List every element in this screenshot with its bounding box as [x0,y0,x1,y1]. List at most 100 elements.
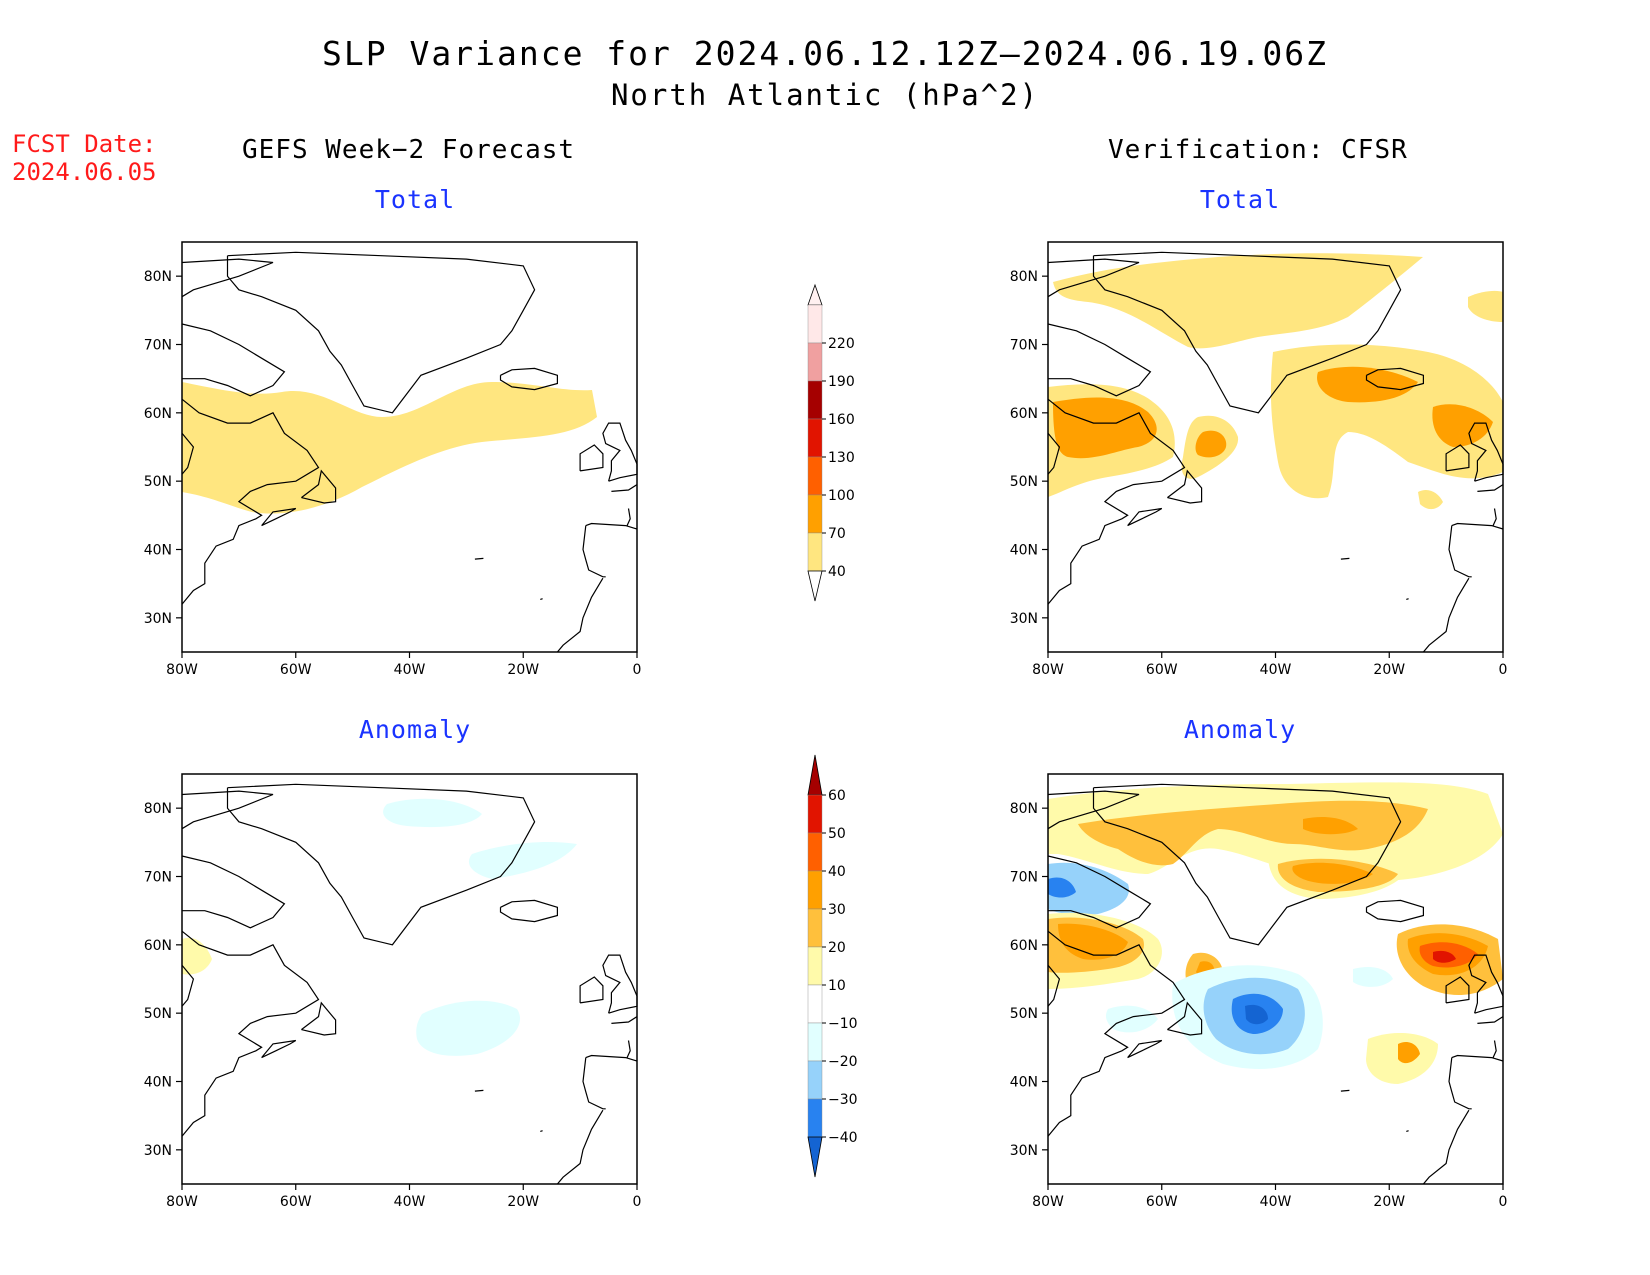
coastline-4 [1047,398,1186,605]
colorbar-anomaly-segment [807,1060,823,1100]
lat-tick-label: 30N [144,611,172,627]
coastline-8 [1451,522,1504,530]
lat-tick-label: 40N [144,543,172,559]
lat-tick-label: 40N [144,1075,172,1091]
coastline-7 [1127,1039,1163,1059]
coastline-12 [579,976,604,1004]
coastline-13 [611,1016,638,1024]
colorbar-anomaly-segment [807,984,823,1024]
lon-tick-label: 80W [1032,1194,1064,1210]
colorbar-anomaly-bottom-arrow [807,1136,823,1178]
colorbar-anomaly-label: 60 [828,788,846,804]
lon-tick-label: 80W [166,662,198,678]
coastline-0 [226,783,536,946]
lat-tick-label: 30N [1010,611,1038,627]
colorbar-total-label: 190 [828,374,855,390]
lat-tick-label: 70N [144,338,172,354]
lat-tick-label: 40N [1010,543,1038,559]
lon-tick-label: 20W [1373,662,1405,678]
coastline-6 [1167,1001,1203,1036]
colorbar-anomaly-segment [807,832,823,872]
coastline-4 [181,398,320,605]
coastline-16 [474,1089,484,1092]
coastline-14 [1492,1040,1497,1059]
anomaly-region-50-60-britain [1433,950,1456,963]
anomaly-region-20-30-azores [1398,1042,1420,1064]
coastline-10 [556,1109,604,1185]
coastline-12 [1445,444,1470,472]
lon-tick-label: 40W [394,1194,426,1210]
coastline-4 [1047,930,1186,1137]
colorbar-total-segment [807,304,823,344]
lon-tick-label: 0 [633,662,642,678]
panel-br-title: Anomaly [1183,715,1297,744]
coastline-1 [1365,899,1424,923]
anomaly-region-neg30-baffin [1048,877,1076,898]
colorbar-anomaly-label: 10 [828,978,846,994]
variance-region-40-70-azores [1418,490,1443,510]
coastline-0 [1092,783,1402,946]
left-column-title: GEFS Week−2 Forecast [242,135,576,165]
coastline-13 [1477,1016,1504,1024]
coastline-5 [1047,432,1061,475]
lat-tick-label: 60N [1010,938,1038,954]
coastline-1 [499,367,558,391]
colorbar-anomaly-label: 20 [828,940,846,956]
lon-tick-label: 0 [633,1194,642,1210]
coastline-5 [1047,964,1061,1007]
anomaly-region-neg10-20-greenland [383,798,482,828]
colorbar-total: 40 70 100 130 160 190 220 [807,283,855,602]
coastline-0 [226,251,536,414]
anomaly-region-neg40-central [1245,1004,1268,1025]
coastline-6 [301,469,337,504]
lat-tick-label: 50N [1010,474,1038,490]
coastline-12 [579,444,604,472]
lon-tick-label: 40W [1260,662,1292,678]
coastline-15 [1406,598,1409,600]
anomaly-region-30-40-labrador [1058,923,1128,960]
variance-region-70-100-newfoundland [1195,430,1227,458]
anomaly-region-neg-baffin [1048,862,1129,915]
coastline-4 [181,930,320,1137]
colorbar-total-segment [807,456,823,496]
coastline-3 [181,323,286,397]
colorbar-anomaly-label: 40 [828,864,846,880]
anomaly-region-neg-labrador-small [1105,1005,1158,1033]
coastline-9 [1448,1057,1472,1110]
colorbar-anomaly-label: 50 [828,826,846,842]
colorbar-total-label: 40 [828,564,846,580]
coastline-3 [1047,323,1152,397]
lon-tick-label: 0 [1499,662,1508,678]
lon-tick-label: 20W [1373,1194,1405,1210]
coastline-16 [1340,557,1350,560]
variance-region-70-100-britain [1432,404,1493,447]
panel-tl-title: Total [374,185,456,214]
coastline-10 [1422,577,1470,653]
anomaly-region-neg10-20-east-greenland [468,842,577,879]
variance-region-40-70-north [1053,253,1423,349]
coastline-8 [585,522,638,530]
lat-tick-label: 70N [144,870,172,886]
colorbar-total-segment [807,380,823,420]
coastline-2 [181,258,274,298]
coastline-3 [181,855,286,929]
coastline-9 [582,1057,606,1110]
coastline-11 [602,954,638,1014]
coastline-13 [611,484,638,492]
fcst-date-label: FCST Date: [12,130,157,158]
lat-tick-label: 80N [144,269,172,285]
coastline-9 [582,525,606,578]
colorbar-anomaly-segment [807,946,823,986]
lat-tick-label: 80N [1010,269,1038,285]
variance-region-70-100-iceland [1317,366,1418,403]
coastline-15 [540,1130,543,1132]
coastline-2 [1047,258,1140,298]
colorbar-anomaly-label: −40 [828,1130,858,1146]
right-column-title: Verification: CFSR [1108,135,1408,165]
anomaly-region-20-30-north [1078,800,1428,866]
coastline-layer [181,783,638,1185]
colorbar-total-segment [807,494,823,534]
panel-tr-title: Total [1199,185,1281,214]
coastline-5 [181,964,195,1007]
anomaly-region-neg10-20-mid-atlantic [416,1000,521,1056]
